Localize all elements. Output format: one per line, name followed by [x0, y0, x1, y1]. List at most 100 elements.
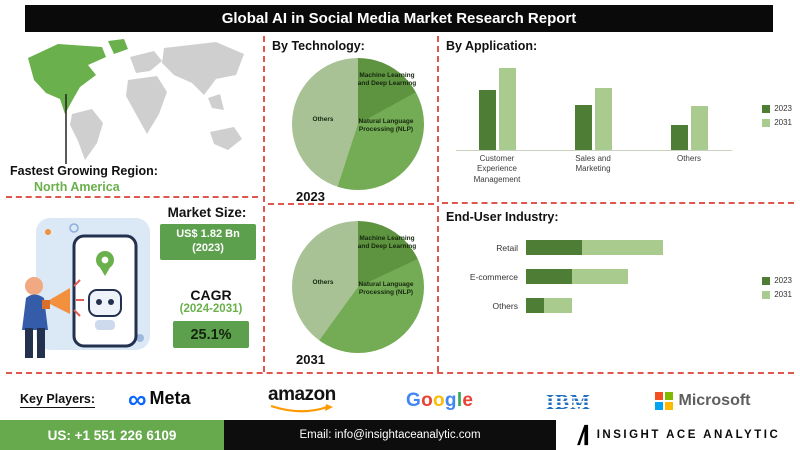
australia-region	[210, 127, 242, 150]
ibm-logo: IBM	[546, 390, 591, 415]
greenland-region	[108, 39, 128, 54]
fastest-growing-region-label: Fastest Growing Region:	[10, 164, 158, 178]
bar-pair	[574, 56, 612, 150]
ibm-logo-text: IBM	[546, 390, 591, 414]
section-title-application: By Application:	[446, 39, 538, 53]
bar-2031	[544, 298, 572, 313]
south-america-region	[70, 109, 103, 160]
microsoft-logo: Microsoft	[655, 392, 751, 410]
meta-logo-text: Meta	[149, 388, 191, 408]
google-logo-text: Google	[406, 390, 473, 412]
pie-2031-graphic	[292, 221, 424, 353]
pie-slice-label-nlp: Natural Language Processing (NLP)	[358, 118, 414, 134]
bar-pair	[670, 56, 708, 150]
legend-swatch	[762, 104, 771, 113]
application-legend: 2023 2031	[762, 104, 792, 127]
google-letter: G	[406, 390, 422, 411]
email-bar: Email: info@insightaceanalytic.com	[224, 420, 556, 450]
pie-year-label: 2023	[296, 189, 325, 204]
eu-category-label: Others	[492, 300, 518, 311]
bar-group: Customer Experience Management	[458, 56, 536, 184]
brand-area: INSIGHT ACE ANALYTIC	[556, 420, 800, 450]
eu-bar-track	[526, 298, 572, 313]
meta-logo: ∞ Meta	[128, 386, 191, 412]
pie-chart-2023: Machine Learning and Deep Learning Natur…	[292, 58, 424, 204]
bar-2031	[690, 106, 708, 150]
end-user-bar-rows: Retail E-commerce Others	[452, 240, 663, 327]
end-user-legend: 2023 2031	[762, 276, 792, 299]
bar-group: Sales and Marketing	[554, 56, 632, 173]
legend-swatch	[762, 290, 771, 299]
market-size-label: Market Size:	[167, 205, 247, 220]
phone-bar: US: +1 551 226 6109	[0, 420, 224, 450]
bar-2023	[526, 298, 544, 313]
asia-region	[162, 42, 244, 95]
person-head	[25, 277, 43, 295]
robot-face-icon	[88, 289, 122, 317]
legend-item: 2023	[762, 276, 792, 285]
eu-bar-track	[526, 240, 663, 255]
google-letter: g	[444, 390, 457, 411]
pie-slice-label-others: Others	[312, 279, 334, 286]
legend-label: 2023	[774, 104, 792, 113]
google-logo: Google	[406, 390, 473, 412]
legend-item: 2031	[762, 118, 792, 127]
bar-category-label: Customer Experience Management	[473, 154, 521, 184]
report-title-bar: Global AI in Social Media Market Researc…	[25, 5, 773, 32]
pie-chart-2031: Machine Learning and Deep Learning Natur…	[292, 221, 424, 367]
pie-slice-label-ml: Machine Learning and Deep Learning	[357, 235, 417, 251]
eu-bar-track	[526, 269, 628, 284]
bar-2023	[526, 240, 582, 255]
africa-region	[126, 76, 167, 134]
market-size-badge: US$ 1.82 Bn (2023)	[160, 224, 256, 260]
brand-name: INSIGHT ACE ANALYTIC	[596, 429, 781, 441]
divider	[268, 203, 434, 205]
eu-row: E-commerce	[452, 269, 663, 284]
eu-row: Retail	[452, 240, 663, 255]
legend-item: 2031	[762, 290, 792, 299]
bar-pair	[478, 56, 516, 150]
insight-ace-logo-icon	[576, 424, 588, 446]
microsoft-squares-icon	[655, 392, 673, 410]
europe-region	[130, 51, 162, 73]
amazon-smile-icon	[270, 404, 333, 413]
bar-2023	[670, 125, 688, 150]
pie-2023-graphic	[292, 58, 424, 190]
bar-2023	[574, 105, 592, 150]
bar-group: Others	[650, 56, 728, 163]
eu-row: Others	[452, 298, 663, 313]
divider	[6, 372, 794, 374]
cagr-period: (2024-2031)	[179, 303, 243, 315]
report-title: Global AI in Social Media Market Researc…	[221, 10, 577, 27]
microsoft-logo-text: Microsoft	[678, 392, 751, 409]
application-bar-groups: Customer Experience Management Sales and …	[458, 56, 728, 184]
divider	[442, 202, 794, 204]
google-letter: o	[433, 390, 445, 411]
bar-2031	[594, 88, 612, 150]
divider	[263, 36, 265, 372]
ms-square-green	[664, 392, 673, 401]
divider	[6, 196, 258, 198]
bar-category-label: Others	[676, 154, 701, 163]
eu-category-label: Retail	[496, 242, 518, 253]
ms-square-yellow	[664, 401, 673, 410]
bar-2031	[582, 240, 663, 255]
amazon-logo-text: amazon	[268, 384, 336, 405]
bar-category-label: Sales and Marketing	[575, 154, 611, 174]
bar-2023	[526, 269, 572, 284]
legend-item: 2023	[762, 104, 792, 113]
pie-year-label: 2031	[296, 352, 325, 367]
cagr-value-badge: 25.1%	[173, 321, 249, 348]
section-title-technology: By Technology:	[272, 39, 365, 53]
pie-slice-label-others: Others	[312, 116, 334, 123]
legend-label: 2031	[774, 290, 792, 299]
legend-swatch	[762, 118, 771, 127]
divider	[437, 36, 439, 372]
ms-square-blue	[655, 401, 663, 410]
x-axis-line	[456, 150, 732, 151]
amazon-logo: amazon	[268, 384, 336, 414]
india-region	[208, 94, 224, 110]
end-user-bar-chart: Retail E-commerce Others 2023 2031	[452, 232, 792, 360]
section-title-end-user: End-User Industry:	[446, 210, 559, 224]
